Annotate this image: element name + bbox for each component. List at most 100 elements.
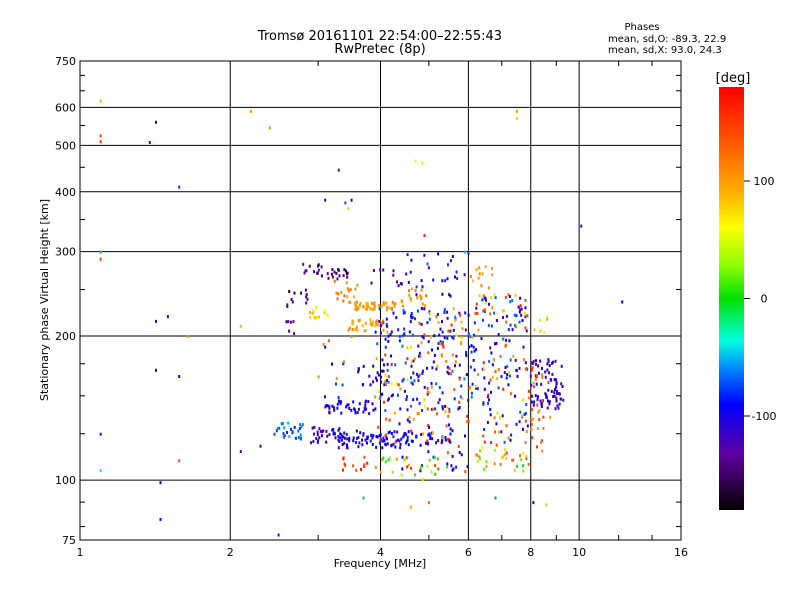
data-point <box>352 436 355 440</box>
data-point <box>398 334 401 338</box>
data-point <box>378 307 381 311</box>
data-point <box>489 312 492 316</box>
data-point <box>298 427 301 431</box>
data-point <box>530 418 533 422</box>
data-point <box>557 392 560 395</box>
data-point <box>535 374 538 378</box>
data-point <box>312 308 315 312</box>
data-point <box>338 274 341 278</box>
data-point <box>362 496 365 500</box>
data-point <box>523 312 526 315</box>
data-point <box>556 404 559 408</box>
data-point <box>540 402 543 406</box>
data-point <box>481 298 484 302</box>
x-tick-label: 16 <box>674 546 688 559</box>
data-point <box>342 435 345 439</box>
data-point <box>417 379 420 383</box>
data-point <box>365 304 368 308</box>
data-point <box>555 396 558 400</box>
data-point <box>392 273 395 277</box>
data-point <box>437 467 440 471</box>
data-point <box>356 308 358 312</box>
data-point <box>421 285 424 289</box>
data-point <box>371 436 374 440</box>
data-point <box>448 367 451 371</box>
data-point <box>397 438 400 442</box>
data-point <box>477 373 480 376</box>
data-point <box>319 429 322 433</box>
data-point <box>446 462 449 466</box>
data-point <box>328 433 331 437</box>
data-point <box>482 367 485 371</box>
data-point <box>360 467 362 471</box>
data-point <box>422 432 425 436</box>
data-point <box>547 388 550 392</box>
plot-frame <box>79 60 682 541</box>
data-point <box>461 327 464 331</box>
data-point <box>356 329 359 333</box>
data-point <box>403 433 406 437</box>
data-point <box>392 269 395 273</box>
data-point <box>426 386 429 390</box>
data-point <box>390 432 393 435</box>
data-point <box>515 117 518 121</box>
data-point <box>448 438 451 442</box>
data-point <box>421 478 424 482</box>
data-point <box>409 296 412 300</box>
data-point <box>374 324 377 328</box>
data-point <box>382 328 385 332</box>
data-point <box>484 310 486 314</box>
data-point <box>460 336 463 340</box>
data-point <box>390 394 393 398</box>
data-point <box>495 319 498 322</box>
data-point <box>363 463 366 467</box>
data-point <box>333 406 335 410</box>
data-point <box>524 419 527 423</box>
data-point <box>417 375 420 379</box>
data-point <box>416 412 419 416</box>
data-point <box>482 401 485 405</box>
data-point <box>394 363 397 367</box>
data-point <box>421 372 424 375</box>
data-point <box>475 306 478 310</box>
data-point <box>352 295 355 299</box>
data-point <box>374 395 377 399</box>
data-point <box>441 320 443 324</box>
data-point <box>344 201 347 205</box>
data-point <box>493 293 496 297</box>
data-point <box>333 408 336 412</box>
data-point <box>410 364 413 368</box>
data-point <box>350 198 353 202</box>
data-point <box>443 311 446 314</box>
data-point <box>557 406 560 410</box>
data-point <box>464 434 466 438</box>
data-point <box>534 394 537 398</box>
data-point <box>436 346 439 350</box>
data-point <box>312 439 315 443</box>
data-point <box>348 300 351 304</box>
data-point <box>342 362 345 366</box>
y-axis-ticks: 75 100 200 300 400 500 600 750 <box>55 55 681 547</box>
data-point <box>446 336 449 340</box>
y-tick-label: 75 <box>62 534 76 547</box>
data-point <box>433 334 436 338</box>
data-point <box>409 505 412 509</box>
data-point <box>497 430 500 434</box>
data-point <box>355 327 358 331</box>
data-point <box>99 250 102 254</box>
data-point <box>376 342 379 346</box>
data-point <box>532 359 535 363</box>
data-point <box>451 255 454 258</box>
data-point <box>505 320 508 324</box>
data-point <box>524 306 527 310</box>
data-point <box>441 407 444 411</box>
data-point <box>546 406 549 410</box>
y-tick-label: 500 <box>55 139 76 152</box>
data-point <box>507 293 510 297</box>
data-point <box>367 400 370 403</box>
data-point <box>497 333 500 336</box>
data-point <box>290 427 292 431</box>
data-point <box>311 426 314 430</box>
data-point <box>481 446 484 450</box>
data-point <box>402 377 405 381</box>
